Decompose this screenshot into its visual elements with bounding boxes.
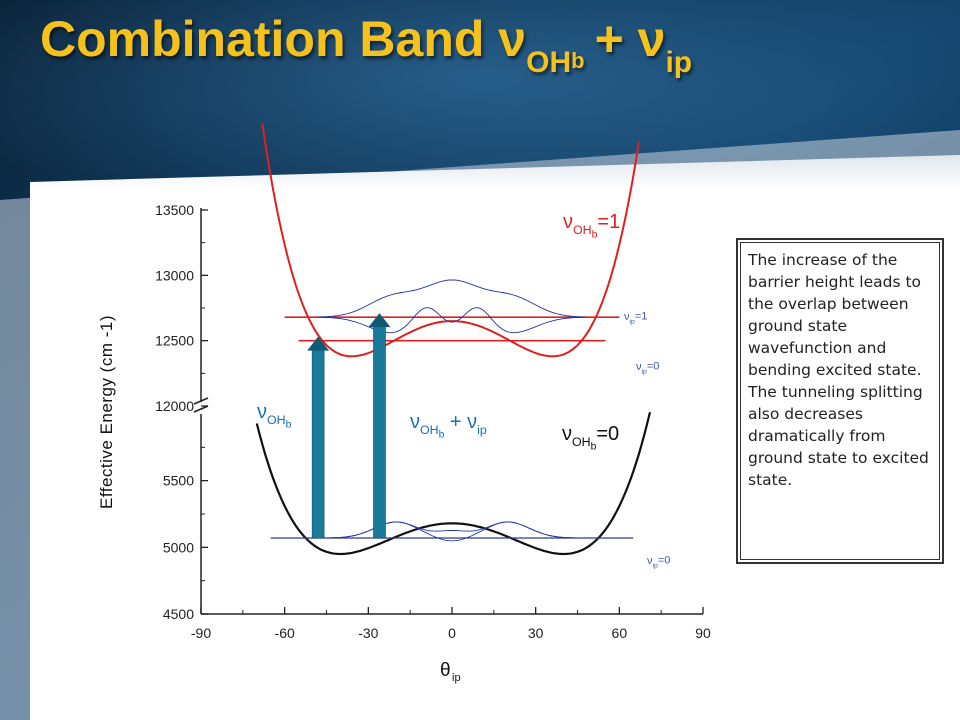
excited-state-potential [261,123,640,358]
ground-state-potential [255,411,652,556]
y-tick-label: 13000 [155,267,194,283]
title-sub-oh: OH [526,46,572,79]
x-axis-label-sub: ip [452,672,461,684]
y-tick-label: 12000 [155,398,194,414]
transition-arrow-head-0 [307,336,330,351]
excited-wavefunction-lower [318,307,586,334]
ground-wavefunction-antisym [326,521,578,542]
transition-arrow-head-1 [368,313,391,328]
info-box: The increase of the barrier height leads… [736,238,944,564]
x-tick-label: 30 [528,625,544,641]
title-plus: + ν [594,11,666,67]
transition-label-ohb: νOHb [257,401,292,431]
y-tick-label: 4500 [163,606,194,622]
transition-arrow-shaft-0 [311,348,325,539]
info-text: The increase of the barrier height leads… [740,242,940,560]
x-axis-label: θ [440,660,451,681]
slide-title: Combination Band νOHb + νip [40,14,920,124]
title-sub-ip: ip [665,46,693,79]
x-tick-label: -60 [275,625,295,641]
y-tick-label: 13500 [155,202,194,218]
y-tick-label: 5500 [163,473,194,489]
ground-state-label: νOHb=0 [562,423,619,453]
level-label-ip0-ground: νip=0 [647,554,670,569]
x-tick-label: -90 [191,625,211,641]
excited-wavefunction-upper [318,279,586,318]
x-tick-label: 90 [695,625,711,641]
x-tick-label: -30 [358,625,378,641]
y-tick-label: 5000 [163,539,194,555]
title-sub-b: b [571,48,585,73]
excited-state-label: νOHb=1 [563,211,620,241]
x-tick-label: 60 [612,625,628,641]
transition-label-combination: νOHb + νip [410,411,487,441]
level-label-ip0-upper: νip=0 [636,360,659,375]
level-label-ip1-upper: νip=1 [624,310,647,325]
y-tick-label: 12500 [155,333,194,349]
axis-break-mark [193,397,209,413]
title-main: Combination Band ν [40,11,527,67]
x-tick-label: 0 [448,625,456,641]
transition-arrow-shaft-1 [373,324,386,539]
y-axis-label: Effective Energy (cm -1) [97,315,116,509]
